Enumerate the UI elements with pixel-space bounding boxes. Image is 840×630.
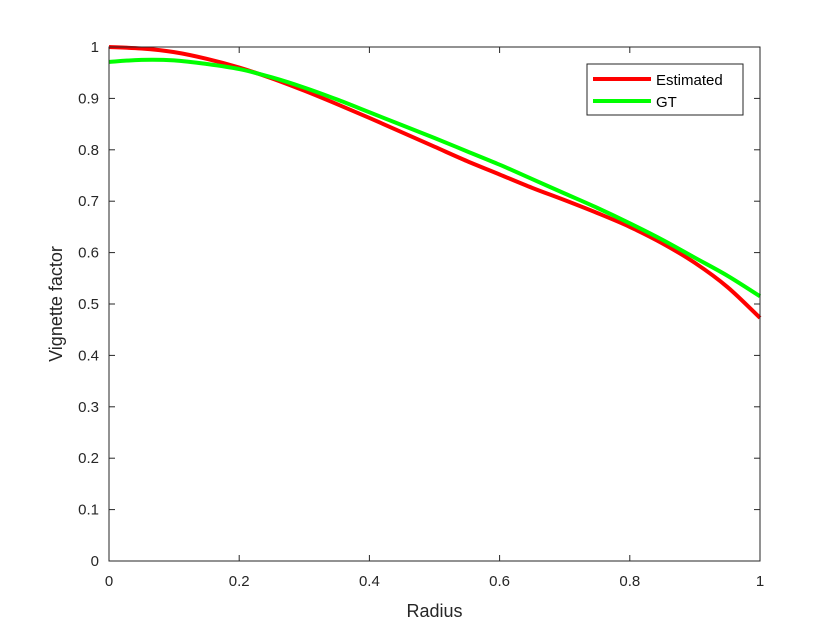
x-tick-label: 0.2 — [229, 573, 250, 590]
y-tick-label: 0.3 — [78, 399, 99, 416]
y-tick-label: 0.5 — [78, 296, 99, 313]
legend-box — [586, 63, 744, 116]
x-tick-label: 0.6 — [489, 573, 510, 590]
x-tick-label: 1 — [756, 573, 764, 590]
legend-gt-label: GT — [656, 94, 677, 111]
plot-area — [109, 47, 760, 561]
legend: Estimated GT — [586, 63, 744, 116]
series-estimated-line — [108, 45, 762, 320]
y-tick-label: 0.4 — [78, 347, 99, 364]
y-tick-label: 0.2 — [78, 450, 99, 467]
x-tick-label: 0 — [105, 573, 113, 590]
x-tick-label: 0.4 — [359, 573, 380, 590]
x-tick-label: 0.8 — [619, 573, 640, 590]
y-tick-label: 0.6 — [78, 245, 99, 262]
x-axis-label: Radius — [406, 601, 462, 621]
legend-estimated-label: Estimated — [656, 72, 723, 89]
series-layer — [108, 45, 762, 320]
y-tick-label: 0.8 — [78, 142, 99, 159]
tick-layer: 0 0.2 0.4 0.6 0.8 1 0 0.1 0.2 0.3 0.4 0.5 0.6 0.7 0.8 0… — [78, 39, 764, 590]
series-gt-line — [108, 57, 762, 298]
y-tick-label: 0.7 — [78, 193, 99, 210]
y-tick-label: 0 — [91, 553, 99, 570]
y-tick-label: 1 — [91, 39, 99, 56]
y-axis-label: Vignette factor — [46, 246, 66, 362]
y-tick-label: 0.1 — [78, 502, 99, 519]
y-tick-label: 0.9 — [78, 90, 99, 107]
